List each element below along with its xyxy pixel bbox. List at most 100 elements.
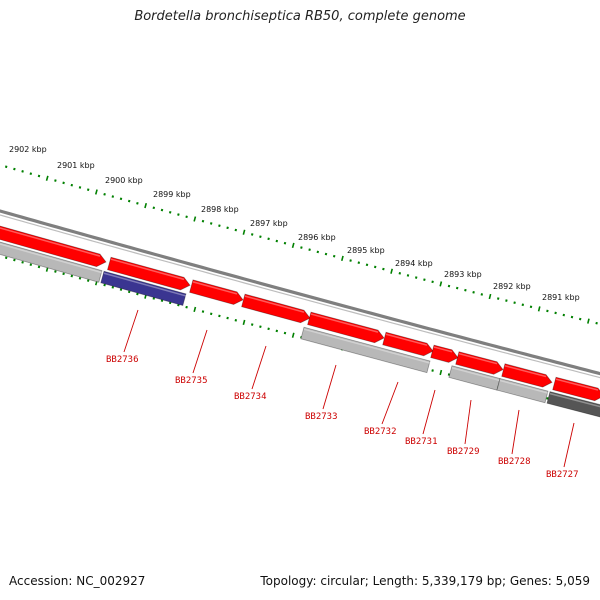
outer-ruler-tick xyxy=(29,172,33,176)
gene-BB2729[interactable] xyxy=(448,365,501,391)
gene-BB2734-shine xyxy=(192,281,238,295)
outer-ruler-tick xyxy=(562,313,566,317)
outer-ruler-tick xyxy=(78,186,82,189)
gene-leader-line xyxy=(563,422,575,468)
outer-ruler-tick xyxy=(406,274,410,277)
outer-ruler-tick xyxy=(185,215,188,219)
outer-ruler-tick xyxy=(439,281,443,287)
gene-forward-f[interactable] xyxy=(501,363,553,388)
inner-ruler-tick xyxy=(160,299,164,302)
gene-label-BB2731[interactable]: BB2731 xyxy=(405,437,438,447)
outer-ruler-tick xyxy=(414,276,418,279)
outer-ruler-tick xyxy=(127,199,131,203)
topology-text: Topology: circular; Length: 5,339,179 bp… xyxy=(260,574,590,588)
gene-forward-g[interactable] xyxy=(552,376,600,402)
inner-ruler-tick xyxy=(275,329,279,333)
inner-ruler-tick xyxy=(201,310,205,313)
outer-ruler-tick xyxy=(587,318,590,324)
accession-text: Accession: NC_002927 xyxy=(9,574,146,588)
gene-forward-upstream-shine xyxy=(0,227,101,257)
kbp-label: 2894 kbp xyxy=(395,259,433,268)
inner-ruler-tick xyxy=(111,285,115,289)
outer-ruler-tick xyxy=(488,293,492,300)
outer-ruler-tick xyxy=(250,233,254,236)
gene-label-BB2733[interactable]: BB2733 xyxy=(305,412,338,422)
gene-leader-line xyxy=(464,399,472,445)
inner-ruler-tick xyxy=(439,369,443,376)
outer-ruler-tick xyxy=(136,201,139,205)
kbp-label: 2899 kbp xyxy=(153,190,191,199)
inner-ruler-tick xyxy=(283,331,287,335)
inner-ruler-tick xyxy=(78,276,82,280)
gene-leader-line xyxy=(123,309,139,353)
gene-label-BB2729[interactable]: BB2729 xyxy=(447,447,480,457)
outer-ruler-tick xyxy=(62,181,65,185)
gene-BB2734[interactable] xyxy=(189,279,244,305)
gene-forward-f-shine xyxy=(504,365,547,378)
outer-ruler-tick xyxy=(70,183,74,187)
inner-ruler-tick xyxy=(119,288,123,291)
gene-leader-line xyxy=(381,381,399,425)
gene-forward-e[interactable] xyxy=(455,351,504,375)
backbone-line xyxy=(0,209,600,376)
inner-ruler-tick xyxy=(546,397,549,400)
gene-label-BB2735[interactable]: BB2735 xyxy=(175,376,208,386)
outer-ruler-tick xyxy=(423,278,426,282)
gene-BB2733[interactable] xyxy=(300,326,431,374)
gene-BB2732-b[interactable] xyxy=(382,331,434,357)
gene-label-BB2736[interactable]: BB2736 xyxy=(106,355,139,365)
outer-ruler-tick xyxy=(177,213,180,216)
inner-ruler-tick xyxy=(62,272,65,276)
gene-BB2734-b[interactable] xyxy=(241,293,311,324)
outer-ruler-tick xyxy=(201,219,205,223)
outer-ruler-tick xyxy=(119,197,123,201)
gene-leader-line xyxy=(322,364,337,410)
gene-label-BB2727[interactable]: BB2727 xyxy=(546,470,579,480)
inner-ruler-tick xyxy=(70,274,74,278)
outer-ruler xyxy=(4,165,598,325)
outer-ruler-tick xyxy=(152,206,156,210)
gene-BB2735[interactable] xyxy=(107,256,191,291)
outer-ruler-tick xyxy=(529,305,533,309)
gene-forward-upstream[interactable] xyxy=(0,225,107,268)
outer-ruler-tick xyxy=(21,170,24,173)
gene-BB2731[interactable] xyxy=(430,344,459,363)
outer-ruler-tick xyxy=(521,303,525,307)
gene-BB2733-shine xyxy=(303,328,431,364)
outer-ruler-tick xyxy=(472,290,475,294)
outer-ruler-tick xyxy=(357,261,361,264)
kbp-label: 2895 kbp xyxy=(347,246,385,255)
gene-label-BB2728[interactable]: BB2728 xyxy=(498,457,531,467)
outer-ruler-tick xyxy=(308,248,311,252)
outer-ruler-tick xyxy=(431,280,434,284)
outer-ruler-tick xyxy=(570,315,574,319)
gene-reverse-upstream[interactable] xyxy=(0,241,103,283)
kbp-label: 2893 kbp xyxy=(444,270,482,279)
inner-ruler-tick xyxy=(209,312,213,316)
gene-label-BB2732[interactable]: BB2732 xyxy=(364,427,397,437)
gene-BB2735-shine xyxy=(110,258,185,281)
gene-BB2728[interactable] xyxy=(496,378,549,404)
inner-ruler-tick xyxy=(21,261,24,264)
outer-ruler-tick xyxy=(480,293,484,296)
gene-label-BB2734[interactable]: BB2734 xyxy=(234,392,267,402)
gene-BB2727-shine xyxy=(549,392,600,408)
inner-ruler-tick xyxy=(226,316,229,320)
genome-backbone xyxy=(0,209,600,379)
map-title: Bordetella bronchiseptica RB50, complete… xyxy=(134,9,466,24)
gene-BB2731-shine xyxy=(433,346,453,353)
outer-ruler-tick xyxy=(193,216,197,222)
outer-ruler-tick xyxy=(94,189,98,195)
gene-BB2732-shine xyxy=(310,313,379,333)
gene-BB2732[interactable] xyxy=(307,311,385,344)
gene-BB2727[interactable] xyxy=(546,391,600,418)
kbp-label: 2891 kbp xyxy=(542,293,580,302)
outer-ruler-tick xyxy=(390,268,394,274)
reverse-strand-track xyxy=(0,241,600,418)
kbp-label: 2896 kbp xyxy=(298,233,336,242)
gene-BB2736[interactable] xyxy=(100,270,187,306)
kbp-labels: 2902 kbp 2901 kbp 2900 kbp 2899 kbp 2898 kbp… xyxy=(9,145,580,302)
outer-ruler-tick xyxy=(505,299,508,302)
inner-ruler-tick xyxy=(447,373,451,376)
outer-ruler-tick xyxy=(234,228,238,232)
